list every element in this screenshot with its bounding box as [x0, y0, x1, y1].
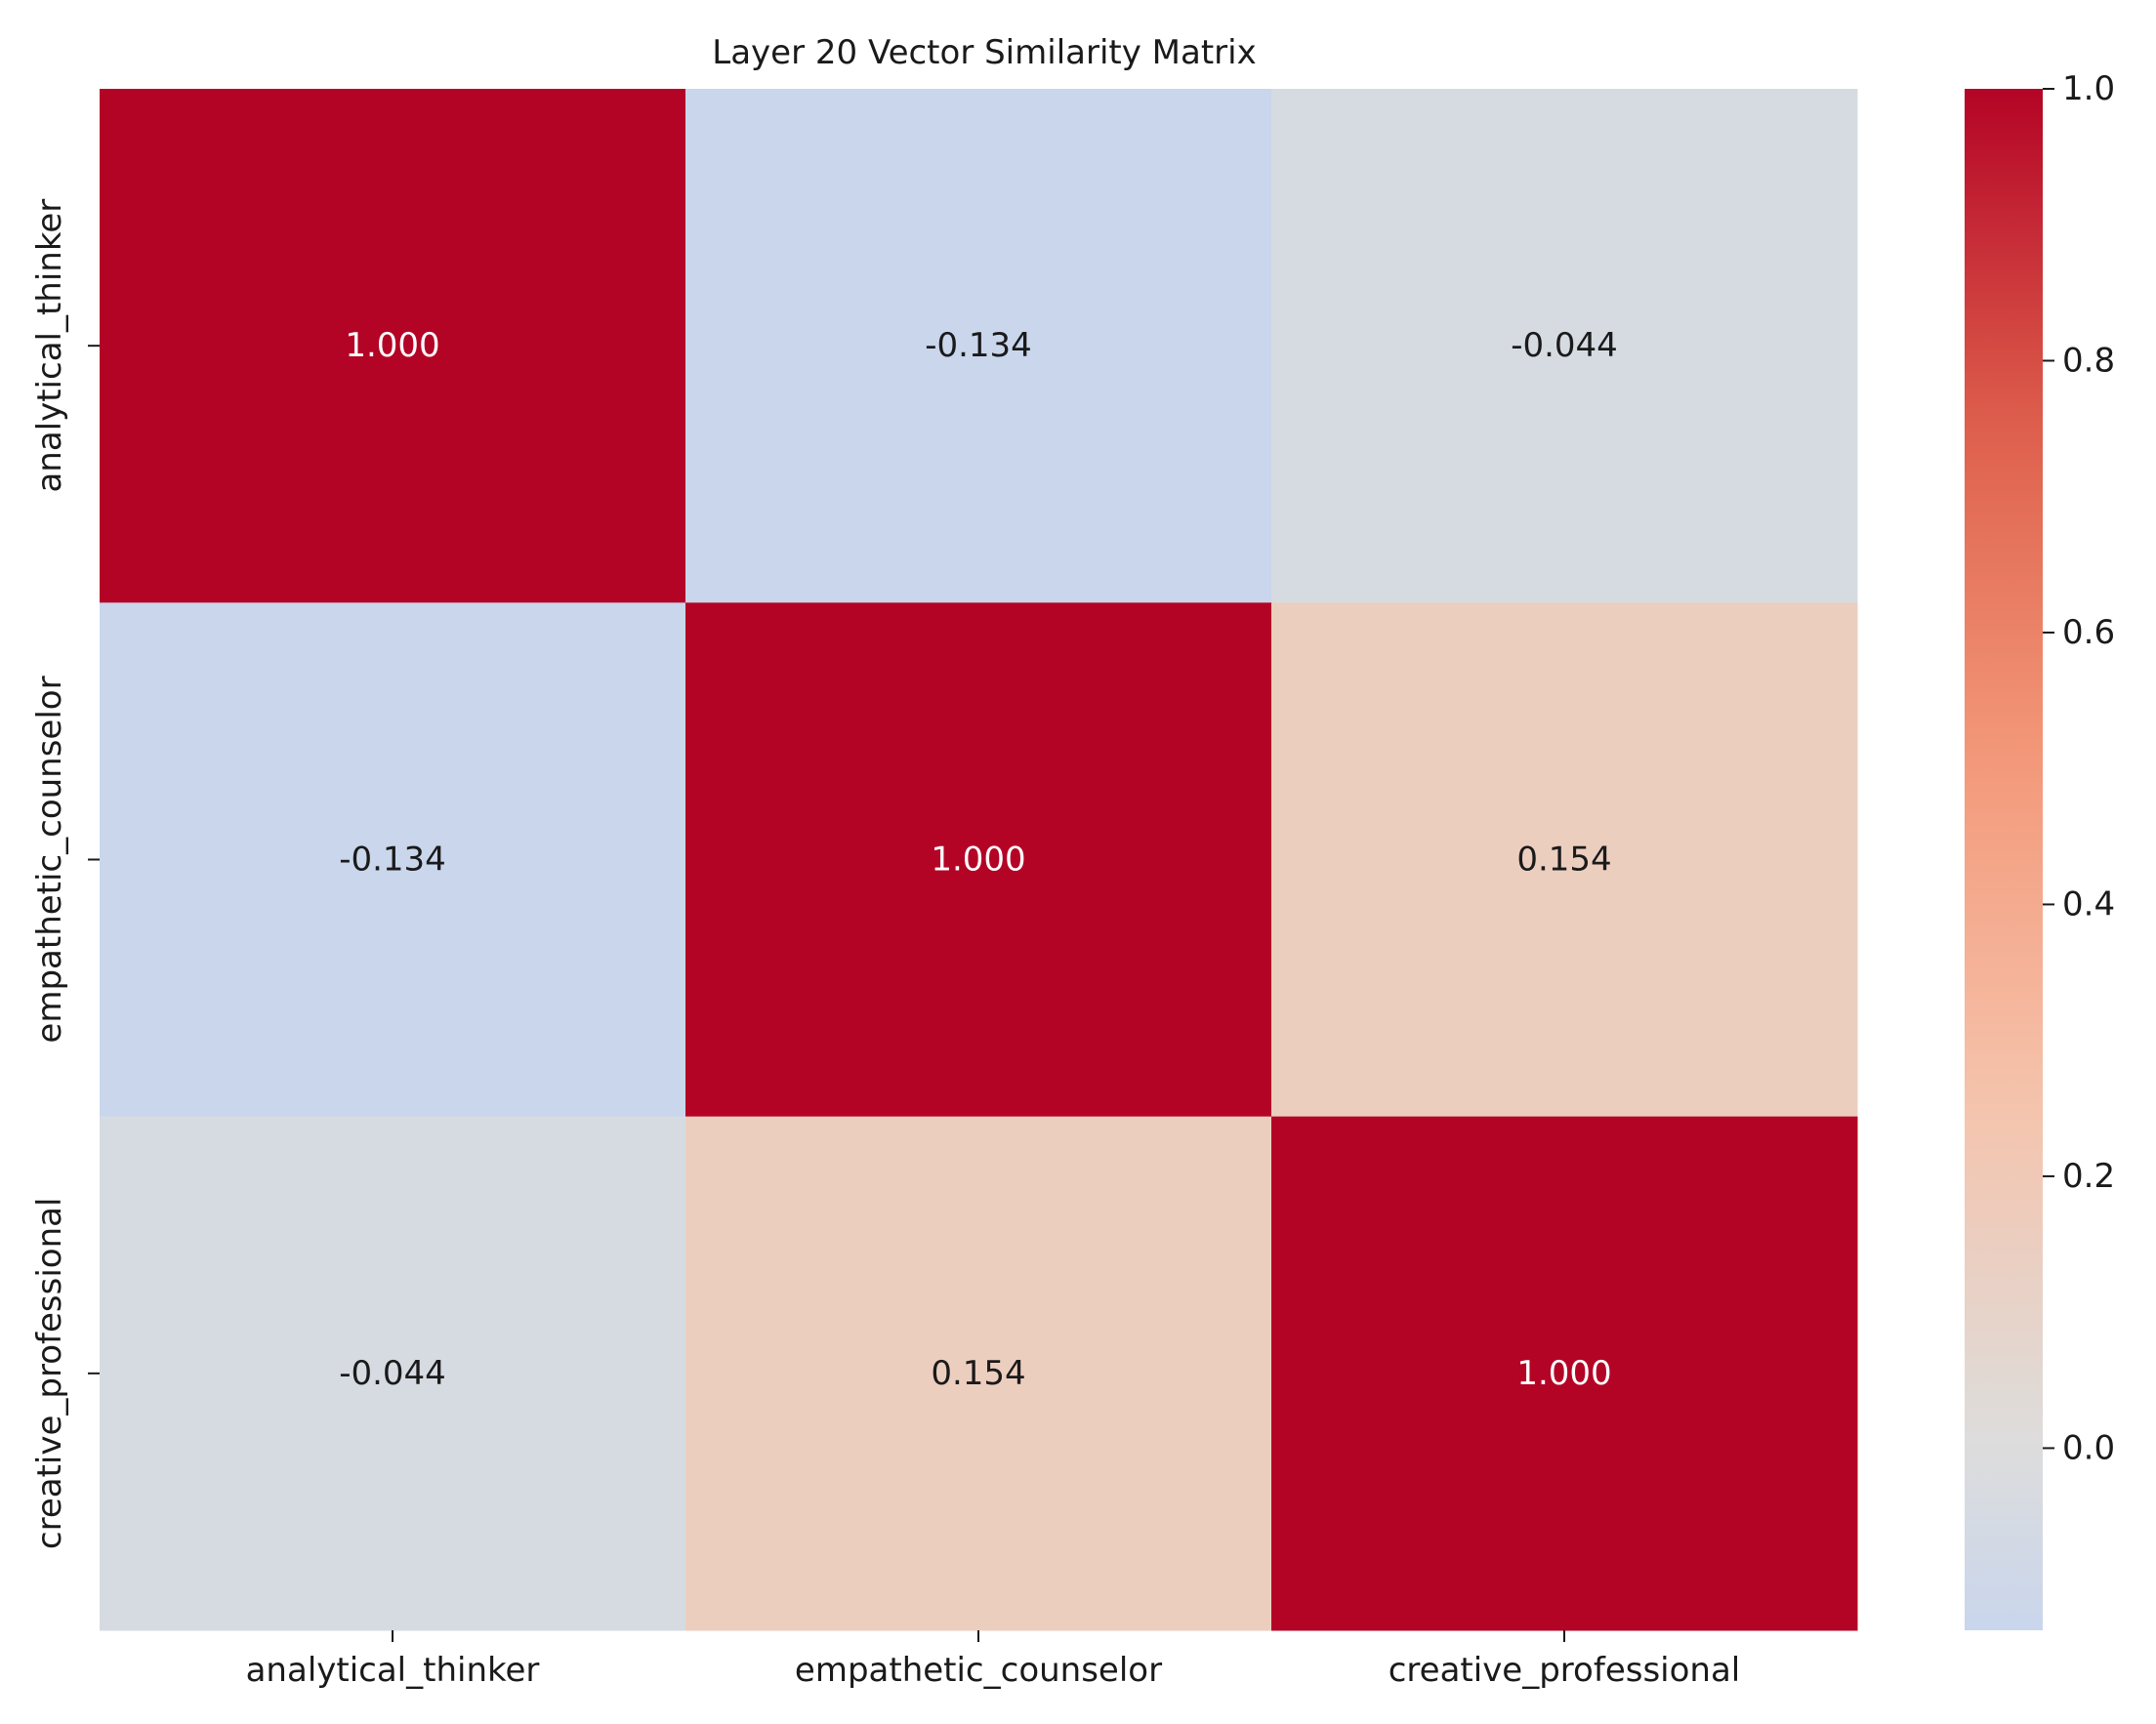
- heatmap-cell: [685, 602, 1272, 1118]
- colorbar-gradient: [1965, 89, 2043, 1630]
- cell-value-label: 0.154: [931, 1354, 1025, 1393]
- chart-title: Layer 20 Vector Similarity Matrix: [712, 33, 1256, 72]
- cell-value-label: -0.134: [925, 326, 1032, 365]
- x-tick-label: analytical_thinker: [246, 1651, 540, 1690]
- colorbar-tick-label: 0.2: [2062, 1157, 2115, 1196]
- heatmap-cell: [1271, 602, 1858, 1118]
- colorbar: 0.0 0.2 0.4 0.6 0.8 1.0: [1965, 69, 2115, 1630]
- y-tick-label: creative_professional: [30, 1198, 69, 1550]
- heatmap-cell-labels: 1.000 -0.134 -0.044 -0.134 1.000 0.154 -0.044 0…: [339, 326, 1618, 1393]
- cell-value-label: -0.134: [339, 841, 446, 880]
- colorbar-ticks: 0.0 0.2 0.4 0.6 0.8 1.0: [2043, 69, 2115, 1467]
- colorbar-tick-label: 0.8: [2062, 341, 2115, 380]
- cell-value-label: 1.000: [1516, 1354, 1611, 1393]
- cell-value-label: 0.154: [1516, 841, 1611, 880]
- heatmap-cell: [1271, 89, 1858, 603]
- heatmap-cell: [100, 602, 686, 1118]
- cell-value-label: -0.044: [1511, 326, 1618, 365]
- colorbar-tick-label: 0.4: [2062, 884, 2115, 924]
- cell-value-label: 1.000: [931, 841, 1025, 880]
- heatmap-cell: [685, 1116, 1272, 1631]
- x-tick-label: creative_professional: [1389, 1651, 1741, 1690]
- y-tick-label: empathetic_counselor: [30, 676, 69, 1043]
- y-tick-label: analytical_thinker: [30, 199, 69, 493]
- colorbar-tick-label: 0.6: [2062, 613, 2115, 652]
- colorbar-tick-label: 0.0: [2062, 1428, 2115, 1467]
- heatmap-cell: [1271, 1116, 1858, 1631]
- heatmap-cell: [685, 89, 1272, 603]
- heatmap-cell: [100, 1116, 686, 1631]
- cell-value-label: 1.000: [345, 326, 439, 365]
- heatmap-cell: [100, 89, 686, 603]
- x-axis: analytical_thinker empathetic_counselor cr…: [246, 1630, 1741, 1690]
- heatmap-cells: [100, 89, 1858, 1631]
- y-axis: analytical_thinker empathetic_counselorcr…: [30, 199, 100, 1549]
- x-tick-label: empathetic_counselor: [795, 1651, 1162, 1690]
- cell-value-label: -0.044: [339, 1354, 446, 1393]
- colorbar-tick-label: 1.0: [2062, 69, 2115, 108]
